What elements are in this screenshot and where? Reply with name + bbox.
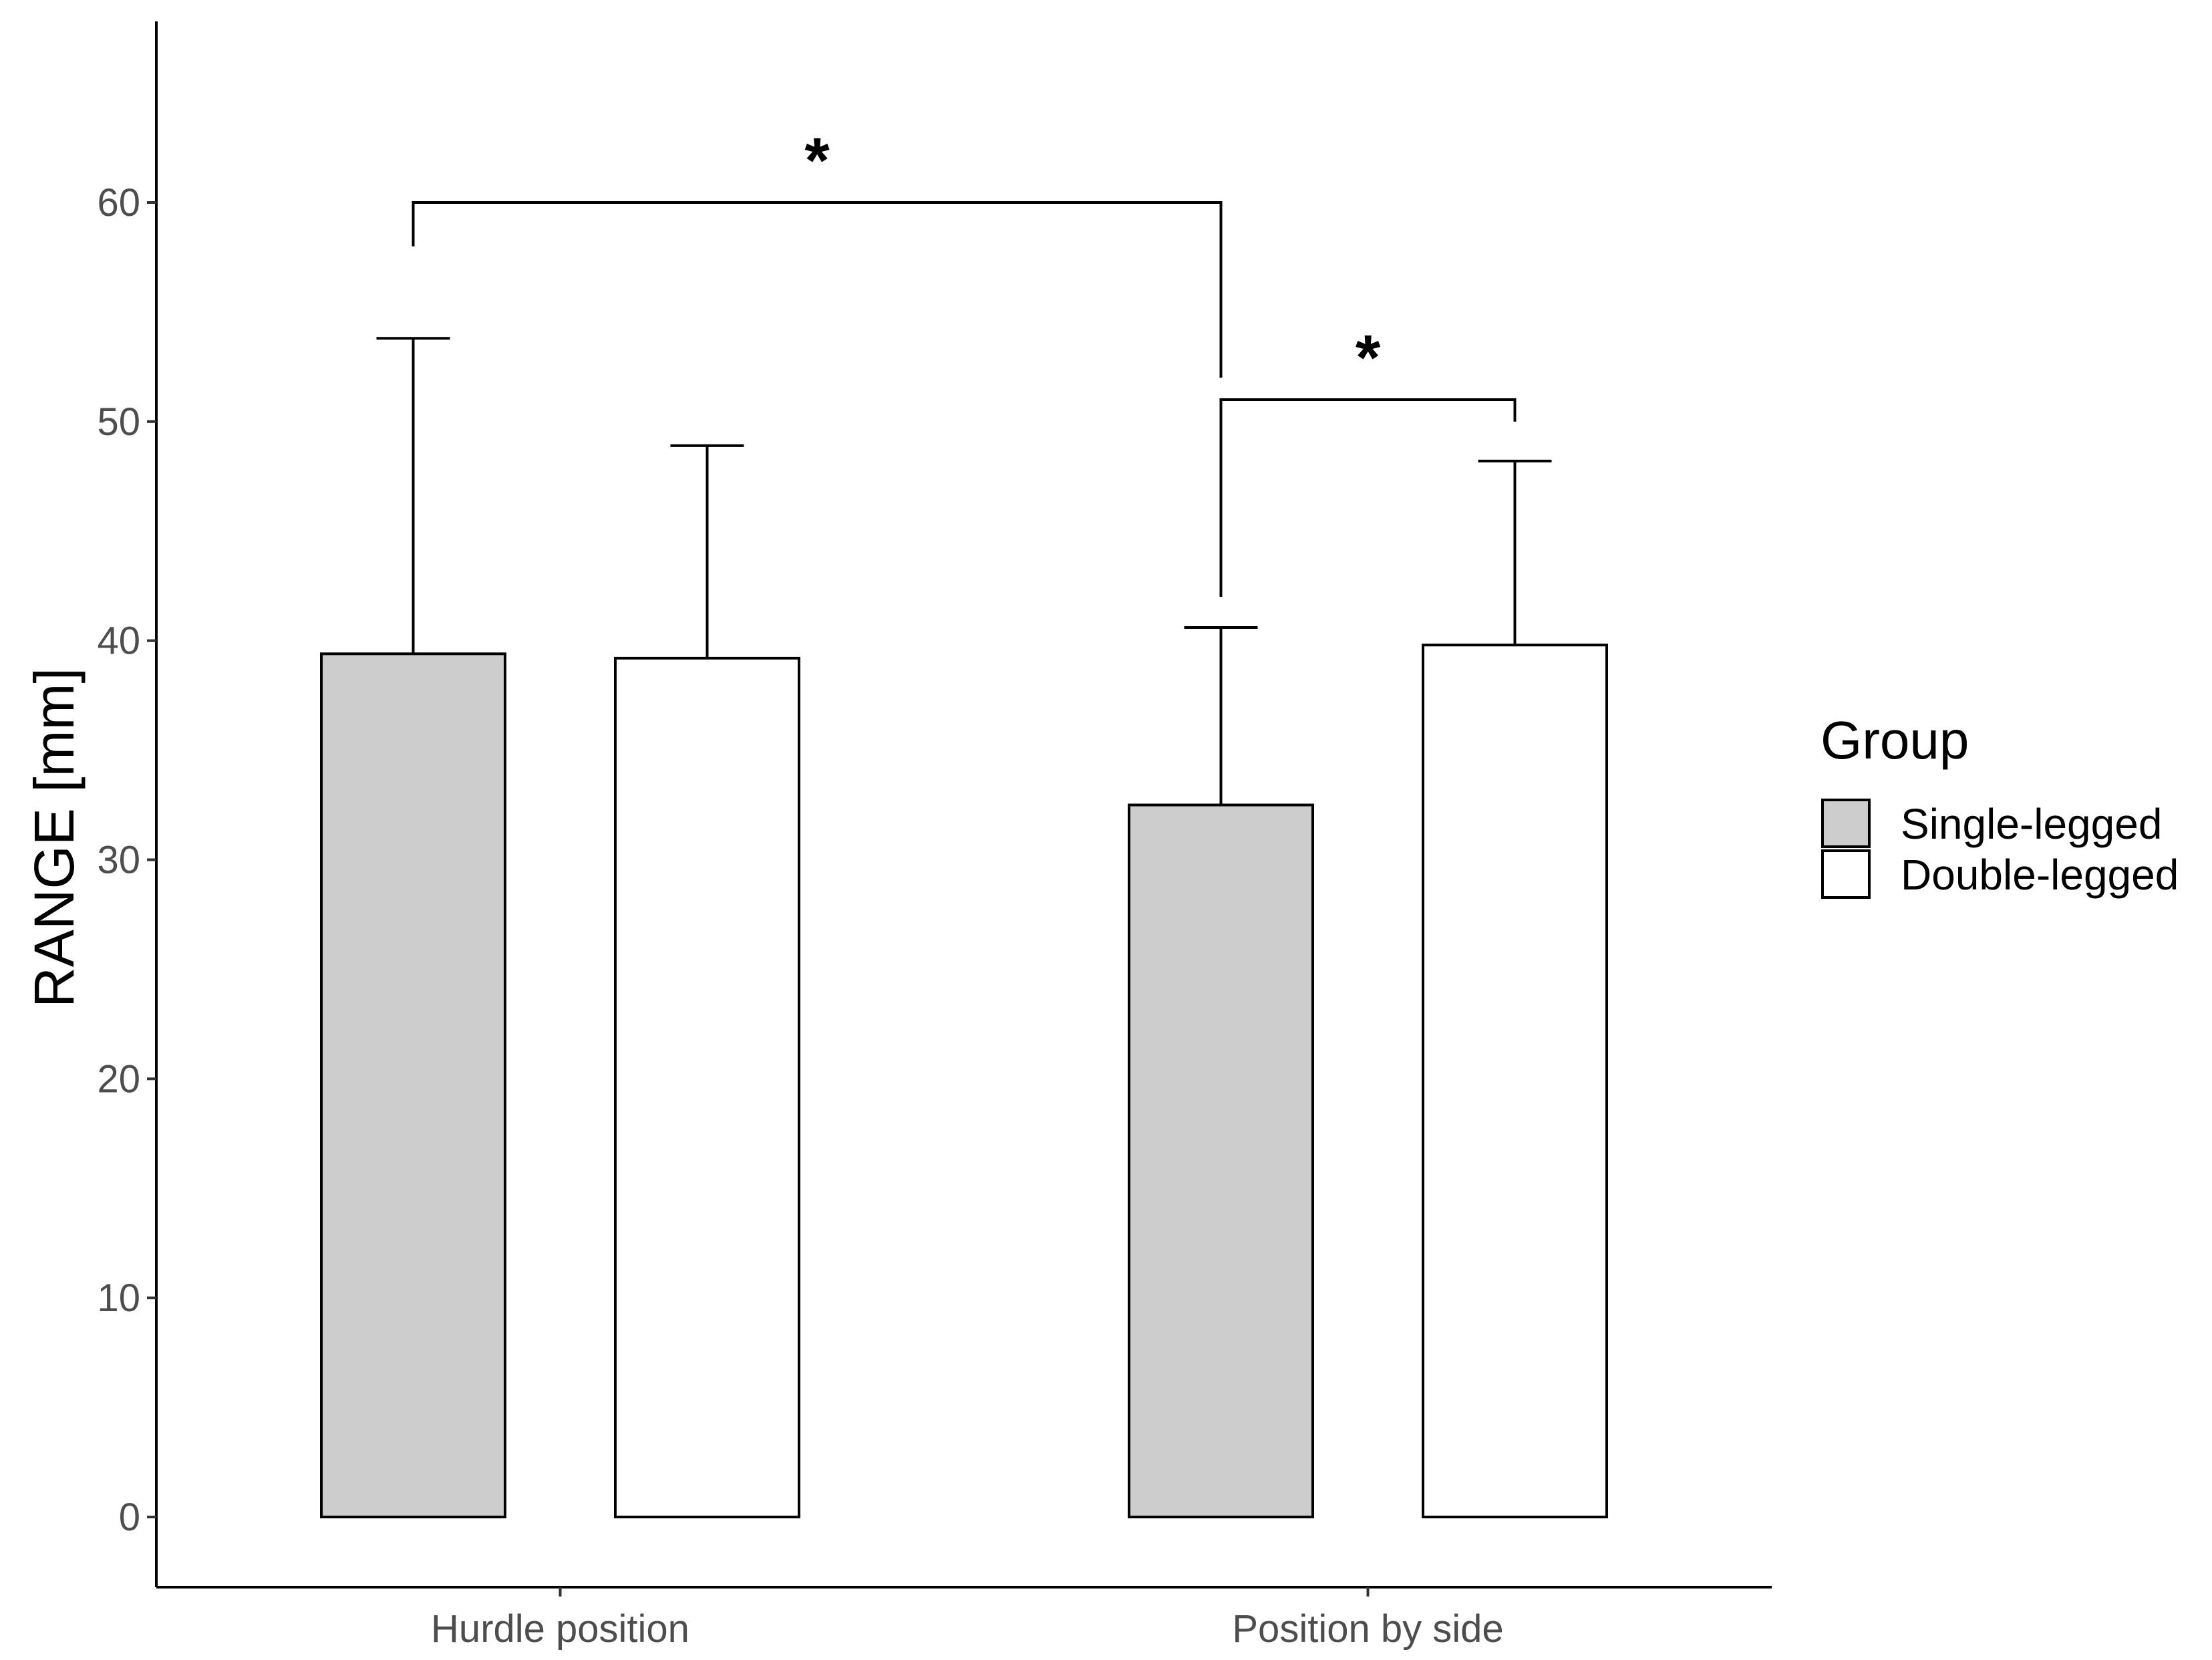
y-tick-label-50: 50 [97,400,140,444]
legend-swatch-double [1821,849,1871,899]
y-tick-label-60: 60 [97,181,140,225]
legend-title: Group [1821,710,1969,770]
legend-label-single: Single-legged [1901,800,2162,848]
y-tick-label-0: 0 [119,1496,140,1539]
bars-layer [320,644,1608,1518]
significance-bracket-2 [1219,398,1517,597]
x-tick-label-0: Hurdle position [431,1607,689,1651]
x-tick-label-1: Position by side [1232,1607,1503,1651]
legend-swatch-single [1821,799,1871,848]
bar-double-0 [614,656,800,1518]
significance-bracket-1 [412,201,1223,378]
y-axis-title: RANGE [mm] [23,668,86,1008]
legend-label-double: Double-legged [1901,851,2179,899]
bar-double-1 [1422,644,1608,1518]
bar-single-1 [1128,803,1314,1518]
significance-layer: ** [412,125,1517,597]
y-tick-label-10: 10 [97,1276,140,1320]
axes-layer: 0 10 20 30 40 50 60 Hurdle position Position by … [23,21,1772,1651]
significance-star-1: * [804,125,830,196]
y-tick-label-30: 30 [97,839,140,882]
y-tick-label-20: 20 [97,1057,140,1101]
bar-single-0 [320,652,506,1518]
y-tick-label-40: 40 [97,619,140,663]
error-bars-layer [376,337,1552,805]
significance-star-2: * [1356,322,1381,394]
